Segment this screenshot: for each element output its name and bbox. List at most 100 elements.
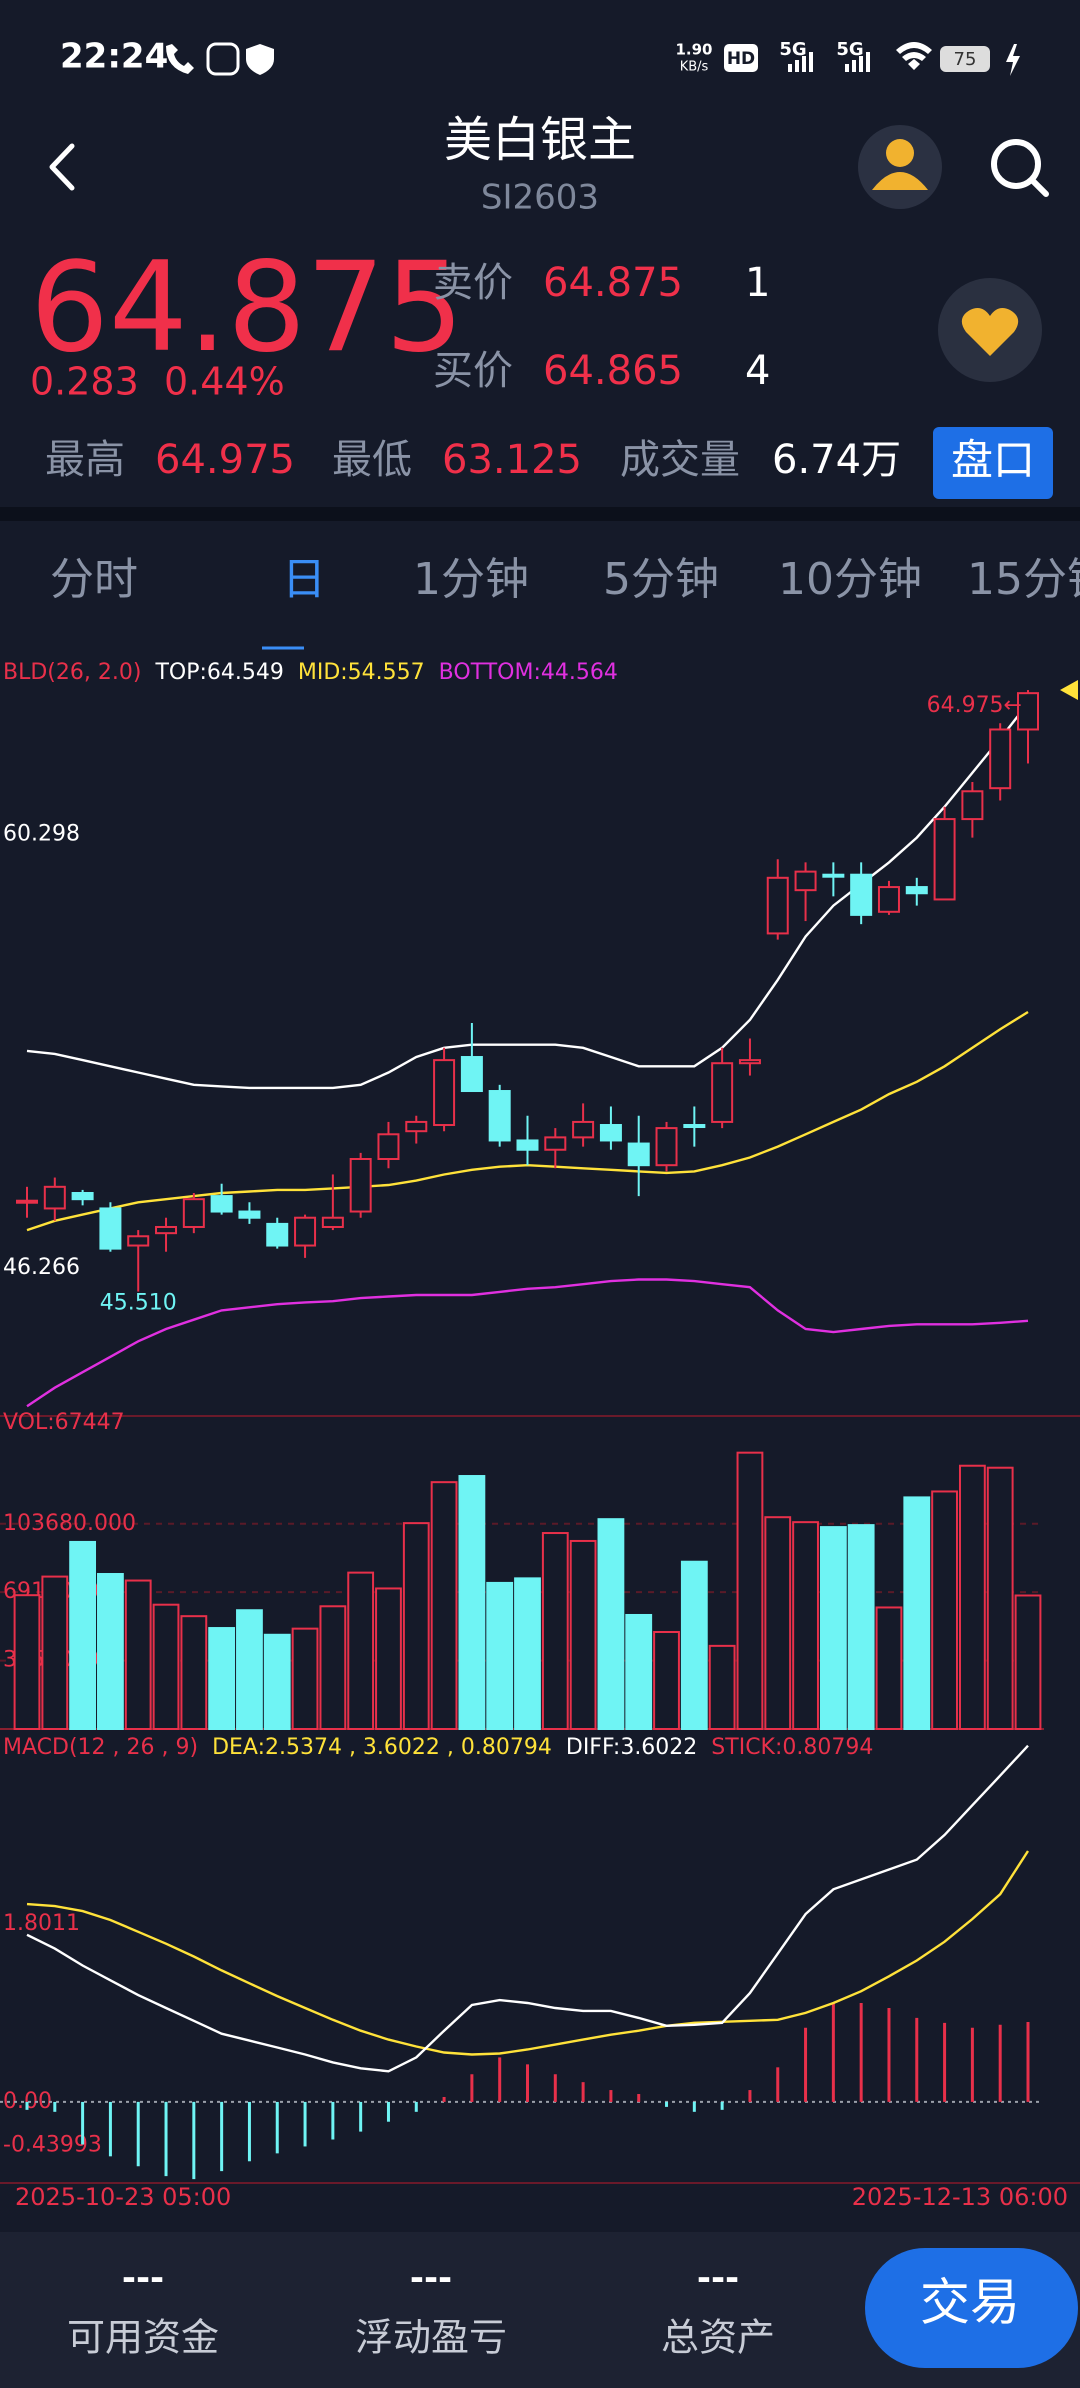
tab[interactable]: 5分钟 xyxy=(603,554,719,605)
candle-body xyxy=(99,1207,122,1250)
y-tick-label: 46.266 xyxy=(3,1255,80,1280)
separator xyxy=(0,507,1080,521)
status-time: 22:24 xyxy=(60,37,168,77)
hd-badge xyxy=(724,44,758,72)
volume-value: 6.74万 xyxy=(772,437,901,483)
volume-bar xyxy=(597,1518,625,1731)
candle-body xyxy=(1017,692,1039,731)
status-network: 5G xyxy=(836,39,863,60)
legend-entry: MID:54.557 xyxy=(298,660,425,685)
candle-body xyxy=(210,1195,233,1213)
indicator-line xyxy=(26,1850,1030,2056)
favorite-button[interactable] xyxy=(938,278,1042,382)
legend-entry: STICK:0.80794 xyxy=(711,1735,873,1760)
instrument-code: SI2603 xyxy=(481,178,599,218)
candle-body xyxy=(321,1216,344,1228)
candle-body xyxy=(877,886,900,913)
candle-body xyxy=(766,876,789,935)
candle-body xyxy=(516,1139,539,1151)
last-price: 64.875 xyxy=(30,236,464,380)
volume-bar xyxy=(986,1466,1014,1730)
tab[interactable]: 15分钟 xyxy=(967,554,1080,605)
status-speed: 1.90 xyxy=(675,41,712,59)
low-price: 63.125 xyxy=(442,437,582,483)
high-annotation: 64.975← xyxy=(927,693,1022,718)
legend-entry: BLD(26, 2.0) xyxy=(3,660,141,685)
volume-bar xyxy=(13,1594,41,1731)
legend-entry: DEA:2.5374 , 3.6022 , 0.80794 xyxy=(212,1735,552,1760)
candle-body xyxy=(599,1124,622,1142)
volume-bar xyxy=(764,1516,792,1730)
volume-bar xyxy=(41,1575,69,1730)
price-change: 0.283 xyxy=(30,360,139,404)
footer: --- 可用资金 --- 浮动盈亏 --- 总资产 xyxy=(67,2259,775,2360)
volume-label: 成交量 xyxy=(620,437,740,483)
footer-label: 浮动盈亏 xyxy=(355,2316,507,2360)
high-price: 64.975 xyxy=(155,437,295,483)
tab[interactable]: 分时 xyxy=(50,554,138,605)
charts: 60.298 46.266 64.975← 45.510 BLD(26, 2.0) TOP… xyxy=(0,660,1068,2211)
back-button[interactable] xyxy=(49,143,75,191)
footer-value: --- xyxy=(697,2259,739,2299)
high-label: 最高 xyxy=(45,437,125,483)
charging-icon xyxy=(1006,44,1020,76)
tab-bar: 分时 日 1分钟 5分钟 10分钟 15分钟 xyxy=(50,554,1080,605)
tab[interactable]: 10分钟 xyxy=(778,554,922,605)
volume-bar xyxy=(291,1627,319,1730)
depth-button[interactable] xyxy=(933,427,1053,499)
y-tick-label: 60.298 xyxy=(3,822,80,847)
x-range-label: 2025-12-13 06:00 xyxy=(852,2183,1068,2211)
candle-body xyxy=(16,1199,38,1204)
battery xyxy=(940,46,990,72)
candle-body xyxy=(655,1127,678,1167)
volume-bar xyxy=(514,1577,541,1730)
volume-bar xyxy=(875,1606,903,1731)
volume-bar xyxy=(208,1627,236,1731)
tab[interactable]: 日 xyxy=(282,554,326,605)
search-button[interactable] xyxy=(991,139,1049,197)
footer-value: --- xyxy=(122,2259,164,2299)
ask-label: 卖价 xyxy=(433,260,513,306)
candle-body xyxy=(544,1136,567,1151)
volume-bar xyxy=(375,1587,402,1730)
legend-entry: TOP:64.549 xyxy=(154,660,283,685)
depth-button-label[interactable]: 盘口 xyxy=(951,436,1035,485)
candle-body xyxy=(711,1062,734,1123)
volume-bar xyxy=(458,1475,486,1730)
legend-entry: DIFF:3.6022 xyxy=(566,1735,697,1760)
trade-button[interactable] xyxy=(865,2248,1078,2368)
avatar[interactable] xyxy=(858,125,942,209)
candle-body xyxy=(349,1158,372,1213)
y-tick-label: -0.43993 xyxy=(3,2132,102,2157)
x-range-label: 2025-10-23 05:00 xyxy=(15,2183,231,2211)
trade-button-label[interactable]: 交易 xyxy=(920,2274,1020,2332)
price-marker xyxy=(1060,680,1078,700)
volume-bar xyxy=(931,1490,958,1730)
candle-body xyxy=(933,818,956,901)
candle-body xyxy=(822,873,845,878)
bid-size: 4 xyxy=(745,348,770,394)
status-network: 5G xyxy=(779,39,806,60)
volume-bar xyxy=(319,1605,347,1730)
footer-label: 总资产 xyxy=(661,2316,775,2360)
status-hd: HD xyxy=(727,49,755,69)
candle-body xyxy=(155,1225,178,1235)
candle-body xyxy=(488,1090,511,1142)
candle-body xyxy=(738,1059,761,1065)
volume-bar xyxy=(402,1522,430,1730)
footer-label: 可用资金 xyxy=(67,2316,219,2360)
legend-entry: BOTTOM:44.564 xyxy=(439,660,618,685)
candle-body xyxy=(905,886,928,895)
page-title: 美白银主 xyxy=(444,112,636,168)
ask-price: 64.875 xyxy=(543,260,683,306)
tab[interactable]: 1分钟 xyxy=(413,554,529,605)
footer-value: --- xyxy=(410,2259,452,2299)
volume-bar xyxy=(1014,1594,1042,1731)
status-icons xyxy=(166,42,274,76)
volume-bar xyxy=(347,1571,375,1730)
y-tick-label: 1.8011 xyxy=(3,1911,80,1936)
volume-bar xyxy=(69,1540,97,1730)
candle-body xyxy=(961,790,984,821)
